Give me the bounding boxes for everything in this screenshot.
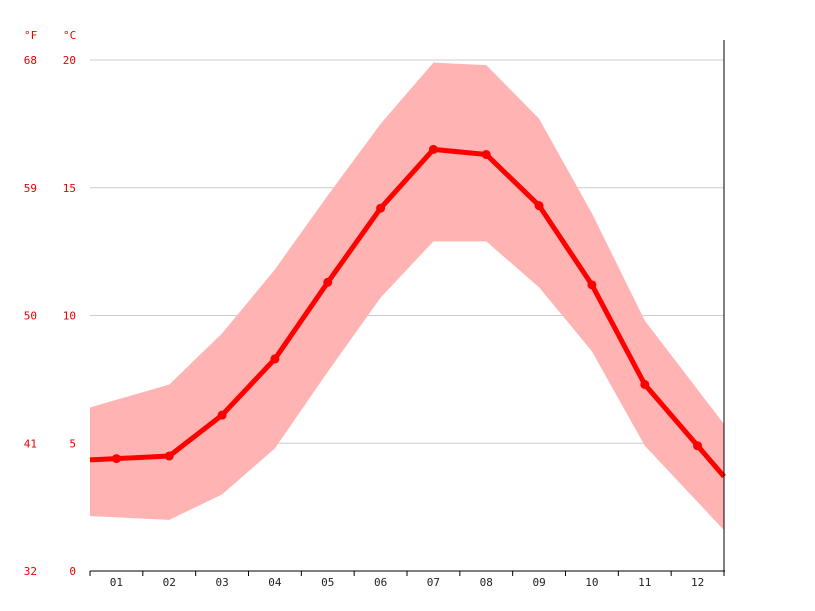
y-tick-label-f: 32	[24, 565, 37, 578]
x-tick-label-03: 03	[215, 576, 228, 589]
mean-point-12	[693, 441, 703, 451]
x-tick-label-06: 06	[374, 576, 387, 589]
mean-point-07	[428, 144, 438, 154]
y-tick-label-c: 5	[69, 437, 76, 450]
unit-label-celsius: °C	[63, 29, 76, 42]
mean-point-06	[376, 203, 386, 213]
axes	[89, 40, 725, 576]
y-tick-label-f: 59	[24, 182, 37, 195]
mean-point-11	[640, 379, 650, 389]
mean-point-08	[481, 150, 491, 160]
y-tick-label-c: 10	[63, 310, 76, 323]
mean-point-05	[323, 277, 333, 287]
mean-point-04	[270, 354, 280, 364]
mean-point-01	[111, 454, 121, 464]
tick-labels: °F °C 68 20 59 15 50 10 41 5 32 0 01 02 03 04 05 06 07 08…	[24, 29, 704, 589]
x-tick-label-11: 11	[638, 576, 651, 589]
x-tick-label-05: 05	[321, 576, 334, 589]
x-tick-label-07: 07	[427, 576, 440, 589]
mean-line-path	[89, 146, 726, 479]
mean-point-10	[587, 280, 597, 290]
range-band-area	[90, 62, 724, 531]
x-tick-label-02: 02	[163, 576, 176, 589]
y-tick-label-f: 68	[24, 54, 37, 67]
mean-point-02	[164, 451, 174, 461]
x-tick-label-08: 08	[480, 576, 493, 589]
y-tick-label-c: 15	[63, 182, 76, 195]
mean-temperature-line	[89, 144, 726, 479]
unit-label-fahrenheit: °F	[24, 29, 37, 42]
y-tick-label-f: 41	[24, 437, 37, 450]
x-tick-label-12: 12	[691, 576, 704, 589]
y-tick-label-c: 20	[63, 54, 76, 67]
x-tick-label-09: 09	[532, 576, 545, 589]
x-tick-label-10: 10	[585, 576, 598, 589]
mean-point-09	[534, 201, 544, 211]
y-tick-label-f: 50	[24, 310, 37, 323]
x-tick-label-04: 04	[268, 576, 282, 589]
y-tick-label-c: 0	[69, 565, 76, 578]
mean-point-03	[217, 410, 227, 420]
x-tick-label-01: 01	[110, 576, 123, 589]
temperature-range-band	[90, 62, 724, 531]
